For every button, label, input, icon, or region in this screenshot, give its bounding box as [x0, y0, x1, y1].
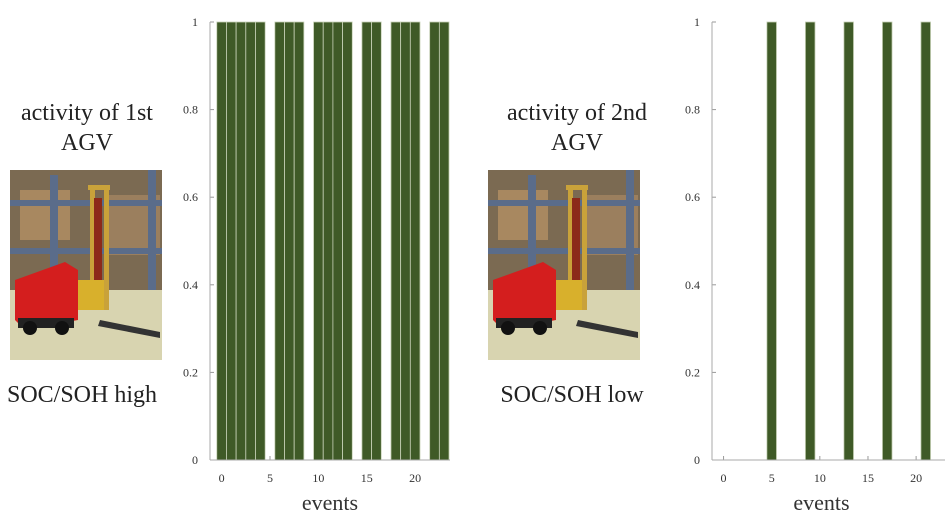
bar [372, 22, 382, 460]
x-tick-label: 0 [219, 471, 225, 485]
bar [439, 22, 449, 460]
x-tick-label: 20 [409, 471, 421, 485]
agv-image [488, 170, 640, 360]
y-tick-label: 0.2 [183, 365, 198, 379]
x-tick-label: 15 [862, 471, 874, 485]
bar [217, 22, 227, 460]
y-tick-label: 0.4 [183, 278, 198, 292]
bar [805, 22, 815, 460]
bar [285, 22, 295, 460]
y-tick-label: 1 [694, 15, 700, 29]
x-axis-label: events [302, 490, 358, 515]
bar [844, 22, 854, 460]
y-tick-label: 1 [192, 15, 198, 29]
x-tick-label: 5 [769, 471, 775, 485]
bar [362, 22, 372, 460]
y-tick-label: 0.6 [183, 190, 198, 204]
y-tick-label: 0 [694, 453, 700, 467]
bar [767, 22, 777, 460]
x-tick-label: 20 [910, 471, 922, 485]
bar [401, 22, 411, 460]
y-tick-label: 0.8 [183, 103, 198, 117]
bar [314, 22, 324, 460]
x-axis-label: events [793, 490, 849, 515]
page: activity of 1st AGV SOC/SOH high activit… [0, 0, 945, 520]
x-tick-label: 10 [312, 471, 324, 485]
x-tick-label: 15 [361, 471, 373, 485]
y-tick-label: 0 [192, 453, 198, 467]
bar [430, 22, 440, 460]
bar [246, 22, 256, 460]
bar [323, 22, 333, 460]
bar [236, 22, 246, 460]
bar [343, 22, 353, 460]
y-tick-label: 0.8 [685, 103, 700, 117]
figure: 00.20.40.60.8105101520events00.20.40.60.… [0, 0, 945, 520]
y-tick-label: 0.2 [685, 365, 700, 379]
x-tick-label: 5 [267, 471, 273, 485]
y-tick-label: 0.6 [685, 190, 700, 204]
bar [226, 22, 236, 460]
x-tick-label: 10 [814, 471, 826, 485]
bar [294, 22, 304, 460]
x-tick-label: 0 [721, 471, 727, 485]
agv-image [10, 170, 162, 360]
bar [333, 22, 343, 460]
bar [410, 22, 420, 460]
bar [882, 22, 892, 460]
bar [391, 22, 401, 460]
bar [921, 22, 931, 460]
bar [255, 22, 265, 460]
bar [275, 22, 285, 460]
y-tick-label: 0.4 [685, 278, 700, 292]
